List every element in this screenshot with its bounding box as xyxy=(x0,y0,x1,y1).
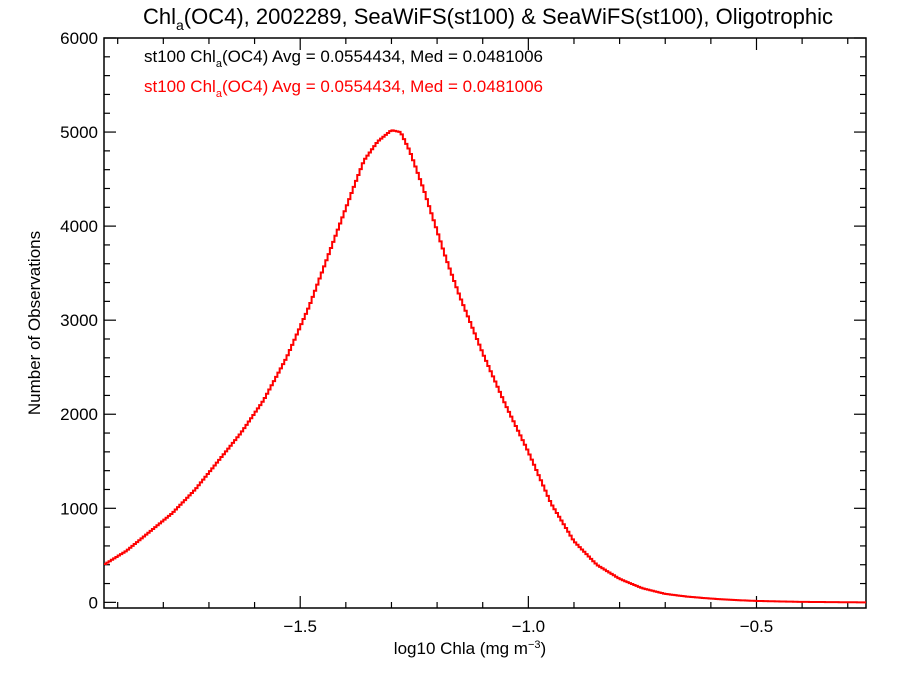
y-tick-label: 0 xyxy=(89,593,98,612)
y-axis-label: Number of Observations xyxy=(25,231,44,415)
chart-title: Chla(OC4), 2002289, SeaWiFS(st100) & Sea… xyxy=(143,4,833,33)
axis-ticks xyxy=(104,37,866,608)
plot-frame xyxy=(103,37,867,609)
x-axis-label: log10 Chla (mg m−3) xyxy=(394,639,546,658)
x-tick-label: −1.0 xyxy=(512,617,546,636)
histogram-series-line xyxy=(104,129,866,604)
x-tick-label: −0.5 xyxy=(740,617,774,636)
y-tick-label: 2000 xyxy=(60,405,98,424)
x-tick-label: −1.5 xyxy=(283,617,317,636)
axis-tick-labels: 0 1000 2000 3000 4000 5000 6000 −1.5 −1.0 −0.5 xyxy=(60,29,773,636)
y-tick-label: 6000 xyxy=(60,29,98,48)
y-tick-label: 3000 xyxy=(60,311,98,330)
annotation-red: st100 Chla(OC4) Avg = 0.0554434, Med = 0… xyxy=(144,77,543,100)
y-tick-label: 1000 xyxy=(60,499,98,518)
y-tick-label: 4000 xyxy=(60,217,98,236)
annotation-black: st100 Chla(OC4) Avg = 0.0554434, Med = 0… xyxy=(144,47,543,70)
y-tick-label: 5000 xyxy=(60,123,98,142)
